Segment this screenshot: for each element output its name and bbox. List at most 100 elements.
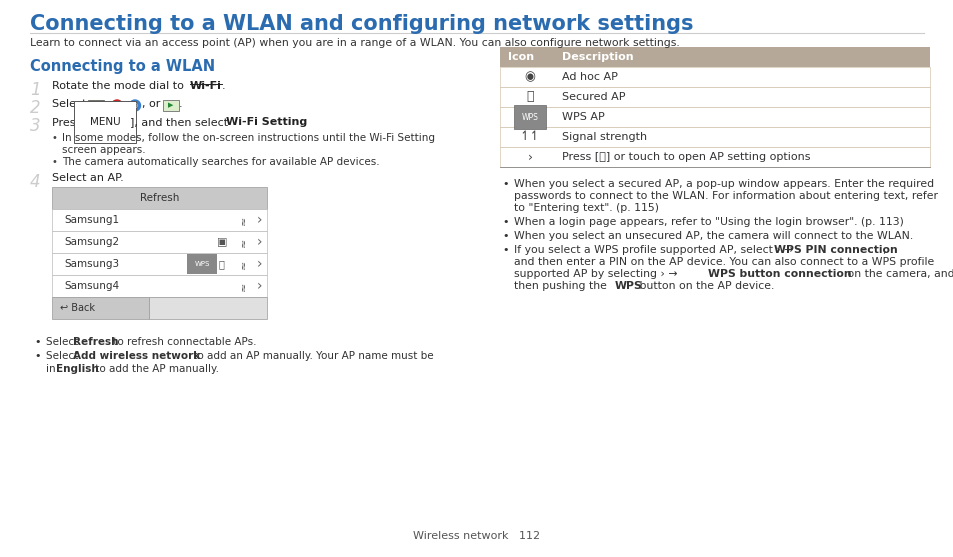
Text: , or: , or <box>142 99 160 109</box>
Text: 🔒: 🔒 <box>526 90 533 104</box>
Text: WPS PIN connection: WPS PIN connection <box>773 245 897 255</box>
Text: ◎: ◎ <box>132 103 137 108</box>
Text: Signal strength: Signal strength <box>561 132 646 142</box>
Text: Samsung1: Samsung1 <box>64 215 119 225</box>
Bar <box>52 297 149 319</box>
Text: ,: , <box>124 99 128 109</box>
Text: button on the AP device.: button on the AP device. <box>636 281 774 291</box>
Text: Wireless network   112: Wireless network 112 <box>413 531 540 541</box>
Text: Samsung3: Samsung3 <box>64 259 119 269</box>
Bar <box>499 127 929 147</box>
Text: 4: 4 <box>30 173 41 191</box>
Text: to add the AP manually.: to add the AP manually. <box>91 364 219 374</box>
Text: then pushing the: then pushing the <box>514 281 610 291</box>
Text: screen appears.: screen appears. <box>62 145 146 155</box>
Text: The camera automatically searches for available AP devices.: The camera automatically searches for av… <box>62 157 379 167</box>
Text: ↿↿: ↿↿ <box>519 130 540 144</box>
Bar <box>499 147 929 167</box>
Text: ≈: ≈ <box>239 260 249 268</box>
Text: WPS: WPS <box>194 261 210 267</box>
Text: When a login page appears, refer to "Using the login browser". (p. 113): When a login page appears, refer to "Usi… <box>514 217 902 227</box>
Text: Wi-Fi: Wi-Fi <box>190 81 222 91</box>
Text: ▣: ▣ <box>216 237 227 247</box>
Text: 3: 3 <box>30 117 41 135</box>
Text: ,: , <box>105 99 109 109</box>
Text: 🔒: 🔒 <box>219 259 225 269</box>
Text: in: in <box>46 364 59 374</box>
Text: Rotate the mode dial to: Rotate the mode dial to <box>52 81 187 91</box>
Bar <box>52 231 267 253</box>
Text: Refresh: Refresh <box>140 193 179 203</box>
Bar <box>163 100 179 111</box>
Bar <box>149 297 267 319</box>
Text: Select: Select <box>46 351 81 361</box>
Text: Icon: Icon <box>507 52 534 62</box>
Text: .: . <box>179 99 182 109</box>
Bar <box>499 87 929 107</box>
Text: ◉: ◉ <box>524 71 535 84</box>
Text: English: English <box>56 364 99 374</box>
Text: 2: 2 <box>30 99 41 117</box>
Bar <box>88 100 104 111</box>
Text: ], and then select: ], and then select <box>130 117 232 127</box>
Text: Samsung4: Samsung4 <box>64 281 119 291</box>
Text: ✕: ✕ <box>114 103 119 108</box>
Text: •: • <box>501 231 508 241</box>
Text: •: • <box>52 157 58 167</box>
Text: on the camera, and: on the camera, and <box>843 269 953 279</box>
Text: to "Entering text". (p. 115): to "Entering text". (p. 115) <box>514 203 659 213</box>
Text: •: • <box>34 337 40 347</box>
Text: •: • <box>52 133 58 143</box>
Text: WPS button connection: WPS button connection <box>707 269 851 279</box>
Text: supported AP by selecting › →: supported AP by selecting › → <box>514 269 680 279</box>
Text: ,: , <box>882 245 884 255</box>
Text: Refresh: Refresh <box>73 337 118 347</box>
Text: If you select a WPS profile supported AP, select › →: If you select a WPS profile supported AP… <box>514 245 796 255</box>
Text: ≈: ≈ <box>239 237 249 247</box>
Text: Press [: Press [ <box>52 117 90 127</box>
Text: •: • <box>501 217 508 227</box>
Text: .: . <box>299 117 303 127</box>
Text: WPS: WPS <box>521 113 537 121</box>
Text: Select an AP.: Select an AP. <box>52 173 124 183</box>
Text: ■: ■ <box>92 102 99 109</box>
Text: Select: Select <box>52 99 90 109</box>
Text: When you select an unsecured AP, the camera will connect to the WLAN.: When you select an unsecured AP, the cam… <box>514 231 912 241</box>
Text: passwords to connect to the WLAN. For information about entering text, refer: passwords to connect to the WLAN. For in… <box>514 191 937 201</box>
Text: ≈: ≈ <box>239 216 249 224</box>
Text: .: . <box>222 81 226 91</box>
Text: ›: › <box>256 235 262 249</box>
Bar <box>52 275 267 297</box>
Text: 1: 1 <box>30 81 41 99</box>
Bar <box>499 47 929 67</box>
Text: ›: › <box>256 257 262 271</box>
Text: MENU: MENU <box>90 117 120 127</box>
Text: ›: › <box>256 279 262 293</box>
Text: to add an AP manually. Your AP name must be: to add an AP manually. Your AP name must… <box>190 351 434 361</box>
Text: ▶: ▶ <box>168 102 173 109</box>
Text: WPS AP: WPS AP <box>561 112 604 122</box>
Text: Ad hoc AP: Ad hoc AP <box>561 72 618 82</box>
Text: •: • <box>34 351 40 361</box>
Text: Wi-Fi Setting: Wi-Fi Setting <box>226 117 307 127</box>
Bar <box>499 107 929 127</box>
Text: Learn to connect via an access point (AP) when you are in a range of a WLAN. You: Learn to connect via an access point (AP… <box>30 38 679 48</box>
Text: In some modes, follow the on-screen instructions until the Wi-Fi Setting: In some modes, follow the on-screen inst… <box>62 133 435 143</box>
Circle shape <box>112 100 122 111</box>
Bar <box>52 209 267 231</box>
Text: to refresh connectable APs.: to refresh connectable APs. <box>110 337 256 347</box>
Text: WPS: WPS <box>615 281 642 291</box>
Text: ›: › <box>256 213 262 227</box>
Text: •: • <box>501 179 508 189</box>
Text: ›: › <box>527 150 532 164</box>
Bar <box>499 67 929 87</box>
Text: Description: Description <box>561 52 633 62</box>
Text: •: • <box>501 245 508 255</box>
Text: Samsung2: Samsung2 <box>64 237 119 247</box>
Circle shape <box>130 100 140 111</box>
Text: Select: Select <box>46 337 81 347</box>
Text: ↩ Back: ↩ Back <box>60 303 95 313</box>
Bar <box>52 253 267 275</box>
Text: and then enter a PIN on the AP device. You can also connect to a WPS profile: and then enter a PIN on the AP device. Y… <box>514 257 933 267</box>
Text: Secured AP: Secured AP <box>561 92 625 102</box>
